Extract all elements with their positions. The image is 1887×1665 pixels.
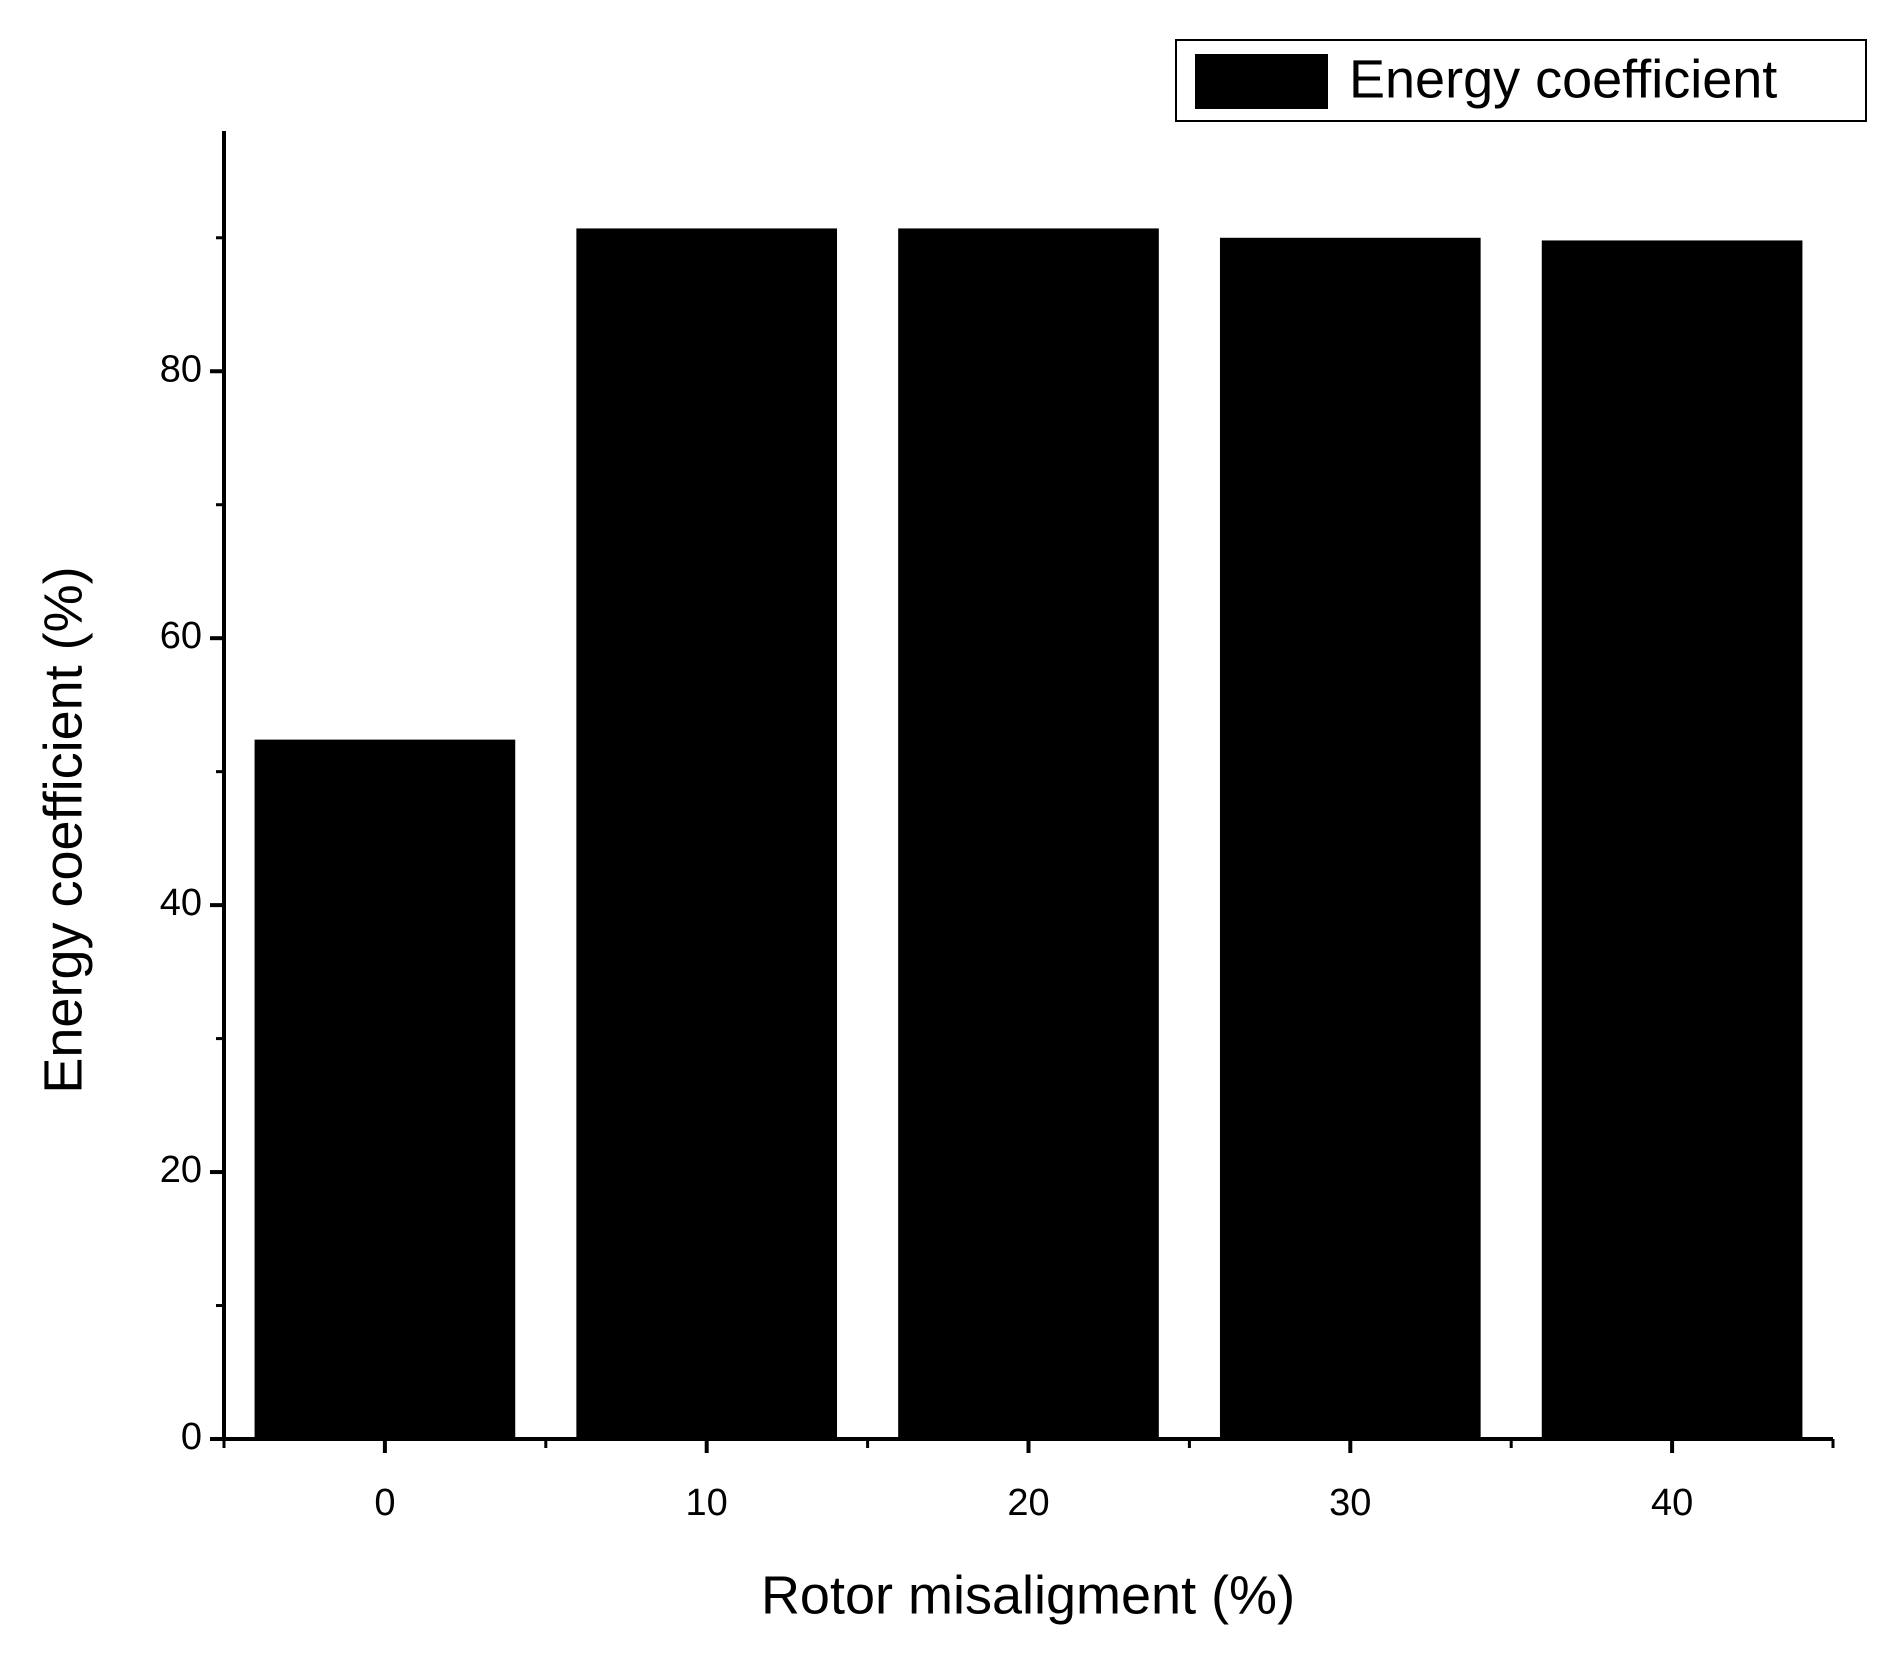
bar: [576, 228, 838, 1440]
y-tick-label: 60: [160, 615, 202, 657]
x-tick-label: 30: [1329, 1482, 1371, 1524]
x-axis-label: Rotor misaligment (%): [761, 1565, 1295, 1625]
y-tick-label: 80: [160, 348, 202, 390]
bar: [898, 228, 1159, 1440]
x-tick-label: 20: [1007, 1482, 1049, 1524]
bar: [254, 739, 516, 1439]
y-axis-label: Energy coefficient (%): [33, 566, 93, 1093]
y-tick-label: 0: [181, 1416, 202, 1458]
legend-label: Energy coefficient: [1349, 49, 1777, 109]
x-tick-label: 0: [374, 1482, 395, 1524]
x-tick-label: 40: [1651, 1482, 1693, 1524]
bar: [1541, 240, 1803, 1439]
y-tick-label: 40: [160, 882, 202, 924]
legend-swatch: [1195, 54, 1328, 109]
y-tick-label: 20: [160, 1149, 202, 1191]
x-tick-label: 10: [686, 1482, 728, 1524]
bar: [1219, 237, 1481, 1439]
